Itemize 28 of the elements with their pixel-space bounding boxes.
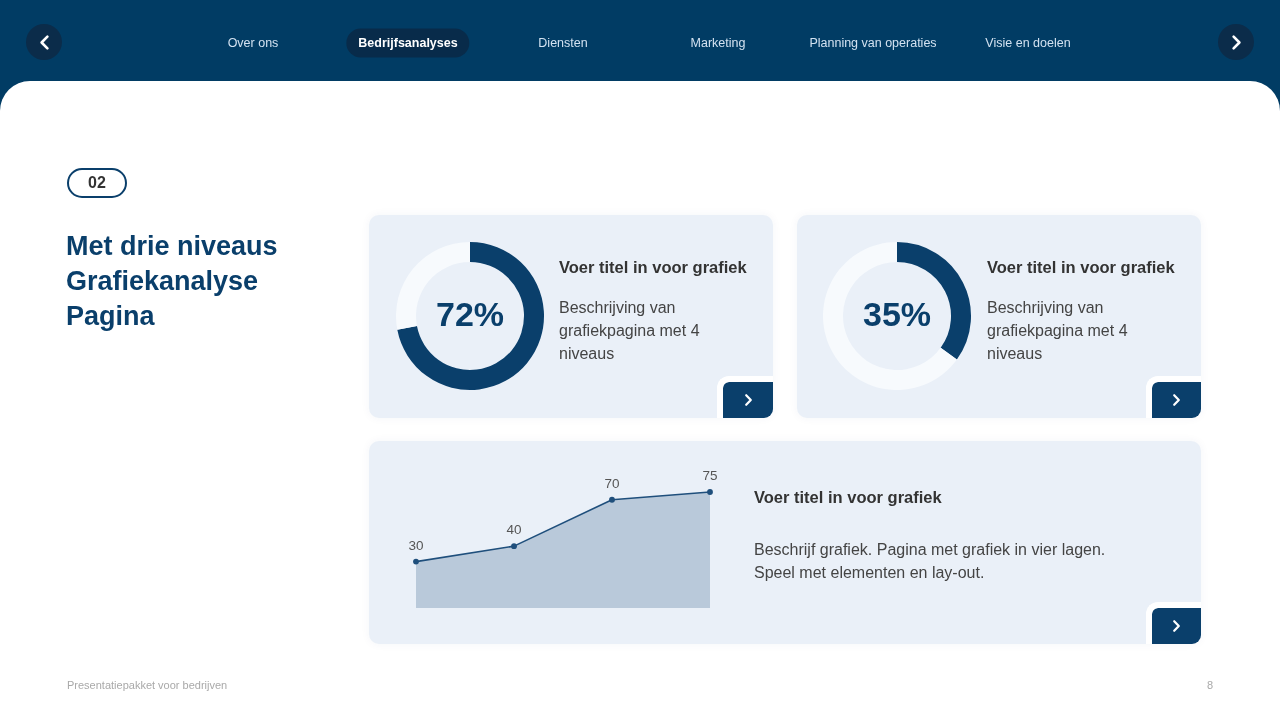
data-label: 35% [862, 295, 932, 333]
data-label: 70 [604, 475, 620, 491]
donut-slice [397, 242, 544, 390]
text: Bedrijfsanalyses [346, 28, 470, 58]
data-label: 72% [435, 295, 505, 333]
point [609, 496, 615, 503]
data-label: 30 [408, 537, 424, 553]
data-label: 75 [702, 468, 718, 483]
data-label: 40 [506, 522, 522, 538]
point [511, 543, 517, 550]
text: Presentatiepakket voor bedrijven [67, 679, 228, 691]
point [707, 489, 713, 495]
text: Voer titel in voor grafiek [754, 487, 942, 507]
text: Marketing [690, 36, 746, 50]
text: Over ons [227, 36, 279, 50]
text: Met drie niveaus Grafiekanalyse Pagina [66, 230, 279, 333]
text: Diensten [538, 36, 588, 50]
text: Voer titel in voor grafiek [987, 257, 1175, 277]
text: 02 [67, 168, 127, 198]
text: Beschrijving van grafiekpagina met 4 niveaus [987, 297, 1129, 364]
donut-slice [823, 242, 957, 390]
text: 8 [1206, 679, 1213, 691]
text: Voer titel in voor grafiek [559, 257, 747, 277]
text: Beschrijf grafiek. Pagina met grafiek in vier lagen. Speel met elementen en lay-out. [754, 539, 1107, 583]
point [413, 558, 419, 565]
text: Planning van operaties [809, 36, 937, 50]
text: Beschrijving van grafiekpagina met 4 niveaus [559, 297, 701, 364]
text: Visie en doelen [985, 36, 1071, 50]
